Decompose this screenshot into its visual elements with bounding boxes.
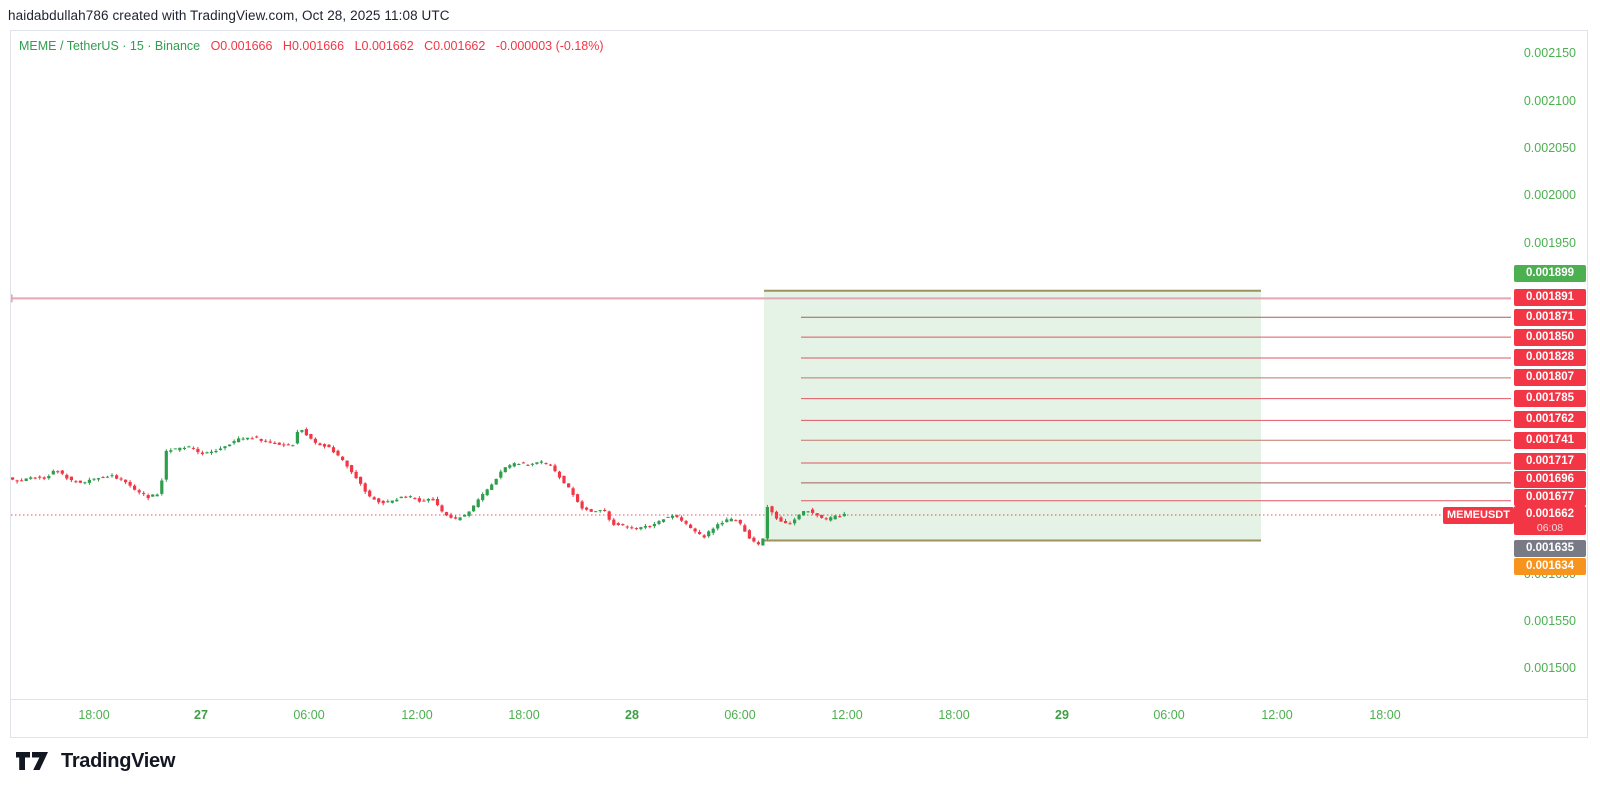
price-badge-0.001762: 0.001762 xyxy=(1514,410,1586,428)
price-badge-0.001634: 0.001634 xyxy=(1514,557,1586,575)
time-tick-label: 06:00 xyxy=(1153,708,1185,722)
page-title: haidabdullah786 created with TradingView… xyxy=(8,8,450,23)
price-badge-0.001696: 0.001696 xyxy=(1514,470,1586,488)
price-badge-0.001899: 0.001899 xyxy=(1514,264,1586,282)
time-tick-label: 18:00 xyxy=(508,708,540,722)
position-box[interactable] xyxy=(764,290,1261,541)
time-tick-label: 18:00 xyxy=(78,708,110,722)
chart-container[interactable]: MEME / TetherUS · 15 · Binance O0.001666… xyxy=(10,30,1588,738)
time-tick-label: 27 xyxy=(194,708,208,722)
price-badge-0.001662: 0.001662 06:08 xyxy=(1514,505,1586,535)
legend-change: -0.000003 (-0.18%) xyxy=(495,39,604,53)
price-badge-0.001741: 0.001741 xyxy=(1514,431,1586,449)
legend-low: L0.001662 xyxy=(354,39,414,53)
tradingview-logo-icon xyxy=(16,752,48,770)
time-tick-label: 12:00 xyxy=(831,708,863,722)
price-tick-label: 0.001550 xyxy=(1523,613,1576,628)
price-tick-label: 0.002150 xyxy=(1523,46,1576,61)
time-tick-label: 18:00 xyxy=(1369,708,1401,722)
time-tick-label: 29 xyxy=(1055,708,1069,722)
candlestick-series xyxy=(11,427,846,546)
legend-open: O0.001666 xyxy=(210,39,273,53)
price-tick-label: 0.001950 xyxy=(1523,235,1576,250)
time-axis-separator xyxy=(11,699,1587,700)
price-tick-label: 0.002000 xyxy=(1523,188,1576,203)
legend-close: C0.001662 xyxy=(424,39,486,53)
time-tick-label: 06:00 xyxy=(293,708,325,722)
time-tick-label: 12:00 xyxy=(1261,708,1293,722)
bar-countdown: 06:08 xyxy=(1536,521,1564,534)
price-badge-0.001785: 0.001785 xyxy=(1514,389,1586,407)
symbol-legend: MEME / TetherUS · 15 · Binance O0.001666… xyxy=(19,39,611,53)
time-tick-label: 06:00 xyxy=(724,708,756,722)
legend-symbol: MEME / TetherUS · 15 · Binance xyxy=(19,39,201,53)
time-tick-label: 18:00 xyxy=(938,708,970,722)
price-badge-0.001807: 0.001807 xyxy=(1514,368,1586,386)
price-badge-0.001850: 0.001850 xyxy=(1514,328,1586,346)
time-tick-label: 28 xyxy=(625,708,639,722)
price-tick-label: 0.001500 xyxy=(1523,661,1576,676)
symbol-badge: MEMEUSDT xyxy=(1443,506,1514,524)
price-badge-0.001871: 0.001871 xyxy=(1514,308,1586,326)
price-badge-0.001677: 0.001677 xyxy=(1514,488,1586,506)
price-tick-label: 0.002050 xyxy=(1523,140,1576,155)
price-badge-0.001717: 0.001717 xyxy=(1514,452,1586,470)
tradingview-logo[interactable]: TradingView xyxy=(15,747,175,775)
price-badge-0.001635: 0.001635 xyxy=(1514,539,1586,557)
tradingview-wordmark: TradingView xyxy=(61,749,176,772)
legend-high: H0.001666 xyxy=(282,39,345,53)
price-badge-0.001828: 0.001828 xyxy=(1514,348,1586,366)
time-tick-label: 12:00 xyxy=(401,708,433,722)
plot-area[interactable] xyxy=(11,31,1589,739)
price-badge-0.001891: 0.001891 xyxy=(1514,288,1586,306)
price-tick-label: 0.002100 xyxy=(1523,93,1576,108)
